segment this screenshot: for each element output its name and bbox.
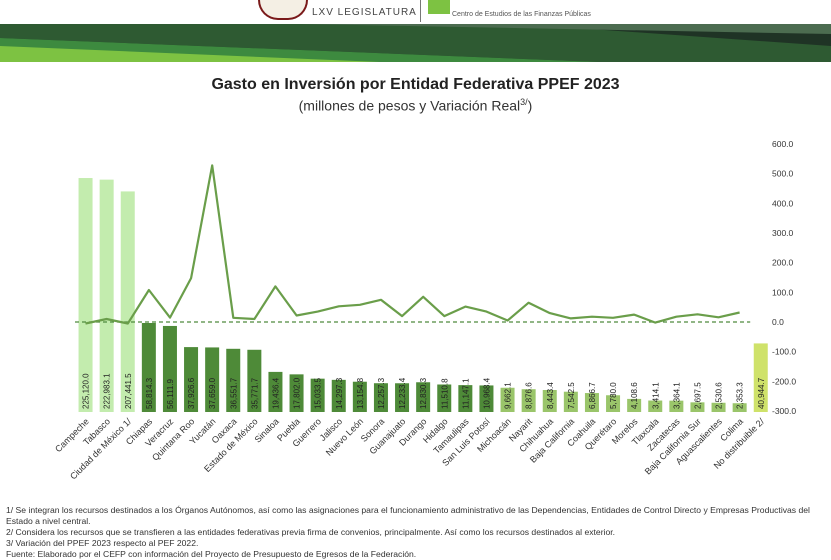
header-divider — [420, 0, 421, 22]
bar-value-label-26: 4,108.6 — [630, 382, 639, 409]
chart-title: Gasto en Inversión por Entidad Federativ… — [211, 76, 620, 93]
bar-value-label-6: 37,659.0 — [208, 377, 217, 409]
bar-value-label-2: 207,441.5 — [124, 373, 133, 409]
bar-9 — [268, 371, 283, 412]
bar-24 — [584, 393, 599, 412]
bar-10 — [289, 374, 304, 412]
bar-value-label-9: 19,436.4 — [271, 377, 280, 409]
bar-29 — [690, 402, 705, 412]
y2-tick-8: -200.0 — [772, 376, 796, 386]
bar-30 — [711, 402, 726, 412]
cefp-logo-icon — [428, 0, 450, 14]
footnote-source: Fuente: Elaborado por el CEFP con inform… — [6, 549, 417, 559]
bar-27 — [648, 400, 663, 412]
bar-31 — [732, 403, 747, 412]
bar-26 — [627, 398, 642, 412]
bar-value-label-12: 14,297.3 — [335, 377, 344, 409]
footnotes: 1/ Se integran los recursos destinados a… — [6, 505, 826, 560]
y2-tick-9: -300.0 — [772, 406, 796, 416]
bar-1 — [99, 179, 114, 412]
bar-value-label-15: 12,233.4 — [398, 377, 407, 409]
bar-15 — [395, 383, 410, 412]
variation-line — [85, 164, 740, 325]
bar-17 — [437, 384, 452, 412]
bar-value-label-23: 7,542.5 — [567, 382, 576, 409]
header: LXV LEGISLATURA Centro de Estudios de la… — [0, 0, 831, 24]
bar-value-label-10: 17,802.0 — [293, 377, 302, 409]
y2-tick-4: 200.0 — [772, 258, 794, 268]
bar-value-label-7: 36,551.7 — [229, 377, 238, 409]
bar-value-label-21: 8,876.6 — [525, 382, 534, 409]
bar-value-label-8: 35,771.7 — [250, 377, 259, 409]
bar-12 — [331, 379, 346, 412]
bar-value-label-16: 12,830.3 — [419, 377, 428, 409]
bar-value-label-13: 13,154.8 — [356, 377, 365, 409]
y2-tick-6: 0.0 — [772, 317, 784, 327]
bar-23 — [563, 391, 578, 412]
bar-value-label-18: 11,147.1 — [461, 378, 470, 409]
bar-value-label-14: 12,257.3 — [377, 377, 386, 409]
bar-value-label-11: 15,033.5 — [314, 377, 323, 409]
footnote-2: 2/ Considera los recursos que se transfi… — [6, 527, 616, 537]
bar-25 — [606, 395, 621, 412]
bar-value-label-31: 2,353.3 — [736, 382, 745, 409]
y2-tick-2: 400.0 — [772, 198, 794, 208]
bar-20 — [500, 387, 515, 412]
bar-value-label-22: 8,443.4 — [546, 382, 555, 409]
y2-tick-5: 100.0 — [772, 287, 794, 297]
bar-value-label-3: 58,814.3 — [145, 377, 154, 409]
bar-16 — [416, 382, 431, 412]
subtitle-end: ) — [527, 97, 533, 114]
bar-value-label-32: 40,944.7 — [757, 377, 766, 409]
bar-21 — [521, 389, 536, 412]
bar-7 — [226, 348, 241, 412]
header-band — [0, 24, 831, 62]
bar-14 — [373, 383, 388, 412]
bar-22 — [542, 389, 557, 412]
subtitle-sup: 3/ — [520, 97, 528, 107]
bar-4 — [162, 325, 177, 412]
bar-value-label-24: 6,866.7 — [588, 382, 597, 409]
bar-5 — [184, 347, 199, 412]
bar-value-label-4: 56,111.9 — [166, 378, 175, 409]
y2-tick-7: -100.0 — [772, 347, 796, 357]
y2-tick-0: 600.0 — [772, 139, 794, 149]
bar-28 — [669, 400, 684, 412]
bar-value-label-1: 222,983.1 — [103, 373, 112, 409]
legislature-label: LXV LEGISLATURA — [312, 7, 417, 18]
bar-2 — [120, 191, 135, 412]
bar-value-label-0: 225,120.0 — [82, 373, 91, 409]
bar-value-label-5: 37,926.6 — [187, 377, 196, 409]
bar-3 — [141, 322, 156, 412]
bar-11 — [310, 378, 325, 412]
bar-8 — [247, 349, 262, 412]
bar-13 — [352, 381, 367, 412]
bar-value-label-30: 2,530.6 — [715, 382, 724, 409]
footnote-1: 1/ Se integran los recursos destinados a… — [6, 505, 810, 526]
investment-chart: 225,120.0 222,983.1 207,441.5 58,814.3 56,11… — [53, 139, 796, 481]
bar-6 — [205, 347, 220, 412]
bar-32 — [753, 343, 768, 412]
bar-19 — [479, 385, 494, 412]
bar-18 — [458, 385, 473, 412]
bar-value-label-29: 2,697.5 — [693, 382, 702, 409]
subtitle-text: (millones de pesos y Variación Real — [298, 97, 521, 114]
bar-value-label-28: 3,364.1 — [672, 382, 681, 409]
y2-tick-1: 500.0 — [772, 169, 794, 179]
center-name: Centro de Estudios de las Finanzas Públi… — [452, 11, 591, 18]
bar-value-label-25: 5,780.0 — [609, 382, 618, 409]
bar-value-label-17: 11,510.8 — [440, 378, 449, 409]
bar-value-label-20: 9,662.1 — [504, 382, 513, 409]
y2-tick-3: 300.0 — [772, 228, 794, 238]
chamber-seal-icon — [258, 0, 308, 20]
footnote-3: 3/ Variación del PPEF 2023 respecto al P… — [6, 538, 199, 548]
bar-0 — [78, 178, 93, 412]
chart-subtitle: (millones de pesos y Variación Real3/) — [0, 97, 831, 114]
bar-value-label-27: 3,414.1 — [651, 382, 660, 409]
bar-value-label-19: 10,968.4 — [482, 377, 491, 409]
